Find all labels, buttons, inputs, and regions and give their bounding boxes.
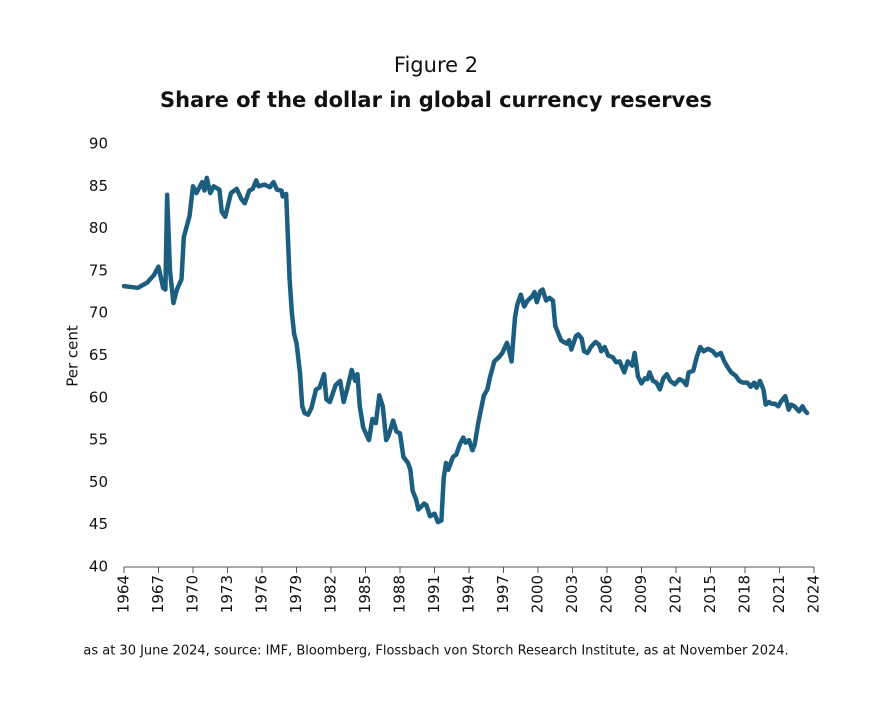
chart-title: Figure 2	[394, 53, 478, 77]
x-tick-label: 1997	[494, 575, 512, 613]
x-tick-label: 2024	[805, 575, 823, 613]
y-tick-label: 75	[89, 261, 108, 279]
x-tick-label: 2021	[770, 575, 788, 613]
x-tick-label: 2003	[563, 575, 581, 613]
y-tick-label: 90	[89, 135, 108, 153]
x-tick-label: 2018	[736, 575, 754, 613]
y-tick-label: 65	[89, 346, 108, 364]
source-note: as at 30 June 2024, source: IMF, Bloombe…	[83, 644, 788, 659]
x-tick-label: 2015	[701, 575, 719, 613]
x-tick-label: 1985	[356, 575, 374, 613]
y-axis-label: Per cent	[64, 325, 82, 387]
y-tick-label: 85	[89, 177, 108, 195]
x-tick-label: 2000	[529, 575, 547, 613]
x-tick-label: 1979	[287, 575, 305, 613]
x-tick-label: 2012	[667, 575, 685, 613]
y-tick-label: 80	[89, 219, 108, 237]
y-tick-label: 60	[89, 388, 108, 406]
x-tick-label: 1964	[115, 575, 133, 613]
chart-subtitle: Share of the dollar in global currency r…	[160, 88, 712, 112]
x-tick-label: 2009	[632, 575, 650, 613]
y-tick-label: 40	[89, 558, 108, 576]
y-tick-label: 70	[89, 304, 108, 322]
x-tick-label: 1976	[253, 575, 271, 613]
x-tick-label: 1991	[425, 575, 443, 613]
x-tick-label: 1970	[184, 575, 202, 613]
x-tick-label: 1988	[391, 575, 409, 613]
x-tick-label: 1973	[218, 575, 236, 613]
data-line	[121, 175, 810, 525]
y-tick-label: 55	[89, 431, 108, 449]
y-tick-label: 45	[89, 515, 108, 533]
x-tick-label: 1994	[460, 575, 478, 613]
x-tick-label: 1982	[322, 575, 340, 613]
x-tick-label: 2006	[598, 575, 616, 613]
x-tick-label: 1967	[149, 575, 167, 613]
y-tick-label: 50	[89, 473, 108, 491]
